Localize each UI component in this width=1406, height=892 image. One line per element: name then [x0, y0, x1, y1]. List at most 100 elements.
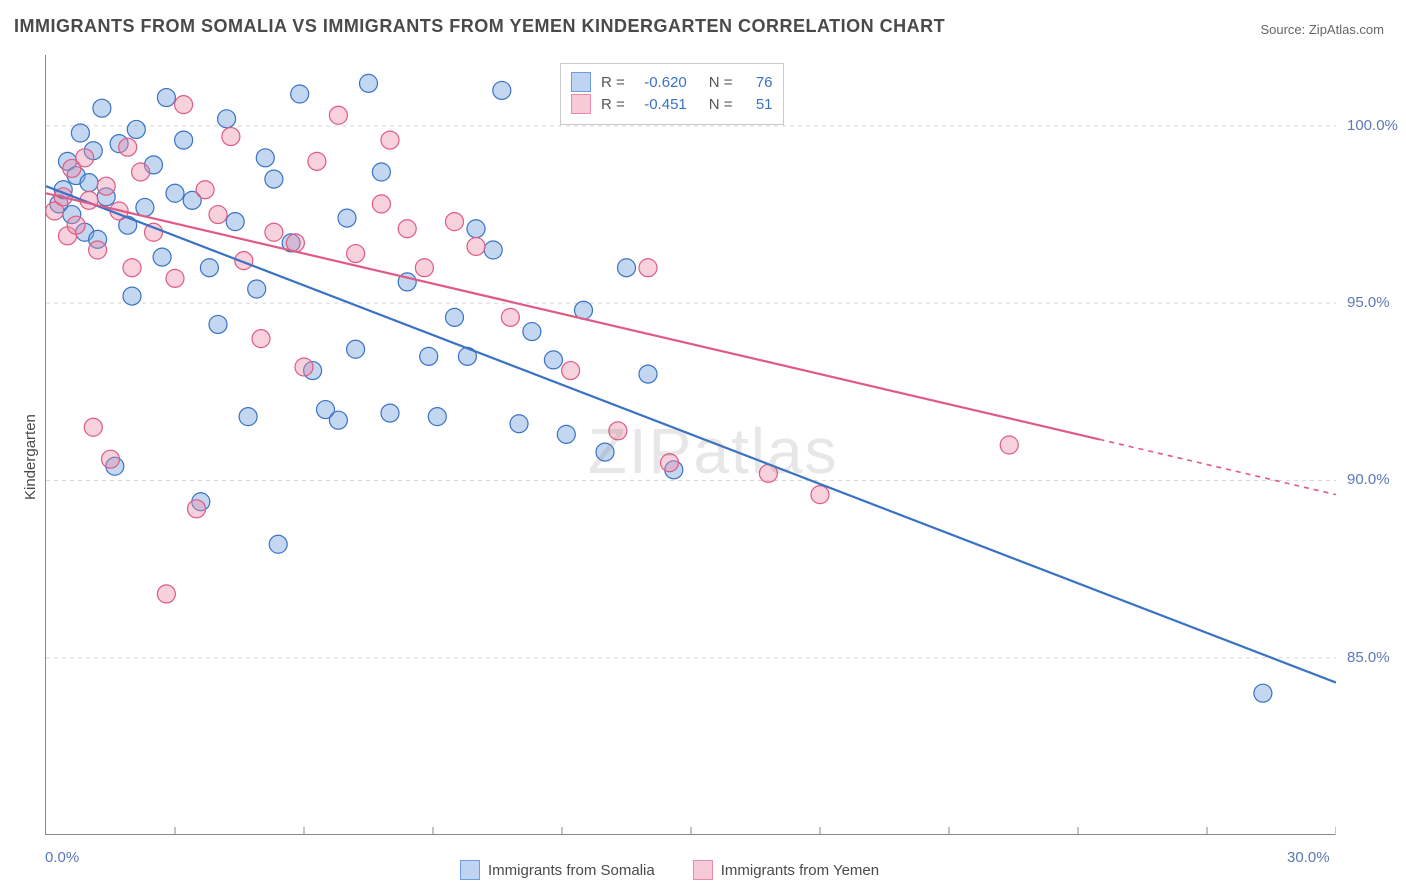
- data-point-yemen: [76, 149, 94, 167]
- data-point-yemen: [89, 241, 107, 259]
- data-point-somalia: [239, 408, 257, 426]
- data-point-yemen: [446, 213, 464, 231]
- data-point-yemen: [123, 259, 141, 277]
- legend-N-label: N =: [709, 74, 733, 91]
- data-point-yemen: [166, 269, 184, 287]
- data-point-yemen: [175, 96, 193, 114]
- source-link[interactable]: ZipAtlas.com: [1309, 22, 1384, 37]
- data-point-somalia: [256, 149, 274, 167]
- regression-line-yemen: [46, 193, 1100, 439]
- x-axis-tick-label: 0.0%: [45, 849, 79, 866]
- data-point-somalia: [200, 259, 218, 277]
- data-point-yemen: [381, 131, 399, 149]
- y-axis-tick-label: 90.0%: [1347, 471, 1390, 488]
- data-point-somalia: [71, 124, 89, 142]
- data-point-somalia: [484, 241, 502, 259]
- legend-stats-swatch-yemen: [571, 94, 591, 114]
- chart-title: IMMIGRANTS FROM SOMALIA VS IMMIGRANTS FR…: [14, 16, 945, 37]
- data-point-yemen: [132, 163, 150, 181]
- data-point-somalia: [338, 209, 356, 227]
- legend-swatch-yemen: [693, 860, 713, 880]
- data-point-yemen: [119, 138, 137, 156]
- data-point-yemen: [562, 362, 580, 380]
- legend-R-label: R =: [601, 96, 625, 113]
- data-point-somalia: [80, 174, 98, 192]
- data-point-somalia: [269, 535, 287, 553]
- y-axis-tick-label: 100.0%: [1347, 117, 1398, 134]
- data-point-somalia: [544, 351, 562, 369]
- legend-item-yemen[interactable]: Immigrants from Yemen: [693, 860, 879, 880]
- legend-item-somalia[interactable]: Immigrants from Somalia: [460, 860, 655, 880]
- data-point-somalia: [209, 315, 227, 333]
- data-point-yemen: [97, 177, 115, 195]
- data-point-somalia: [372, 163, 390, 181]
- data-point-somalia: [523, 323, 541, 341]
- data-point-somalia: [510, 415, 528, 433]
- data-point-yemen: [415, 259, 433, 277]
- data-point-somalia: [446, 308, 464, 326]
- data-point-yemen: [209, 206, 227, 224]
- legend-stats-box: R = -0.620 N = 76 R = -0.451 N = 51: [560, 63, 784, 125]
- data-point-yemen: [811, 486, 829, 504]
- data-point-somalia: [347, 340, 365, 358]
- data-point-somalia: [596, 443, 614, 461]
- data-point-yemen: [196, 181, 214, 199]
- data-point-somalia: [493, 81, 511, 99]
- legend-N-label: N =: [709, 96, 733, 113]
- legend-N-value-somalia: 76: [743, 74, 773, 91]
- chart-container: IMMIGRANTS FROM SOMALIA VS IMMIGRANTS FR…: [0, 0, 1406, 892]
- legend-label-somalia: Immigrants from Somalia: [488, 862, 655, 879]
- legend-N-value-yemen: 51: [743, 96, 773, 113]
- data-point-somalia: [265, 170, 283, 188]
- data-point-yemen: [467, 237, 485, 255]
- source-prefix: Source:: [1260, 22, 1308, 37]
- data-point-somalia: [360, 74, 378, 92]
- data-point-yemen: [222, 128, 240, 146]
- data-point-yemen: [639, 259, 657, 277]
- legend-swatch-somalia: [460, 860, 480, 880]
- legend-R-value-somalia: -0.620: [635, 74, 687, 91]
- x-axis-tick-label: 30.0%: [1287, 849, 1330, 866]
- data-point-somalia: [291, 85, 309, 103]
- data-point-yemen: [1000, 436, 1018, 454]
- data-point-somalia: [381, 404, 399, 422]
- legend-label-yemen: Immigrants from Yemen: [721, 862, 879, 879]
- data-point-somalia: [420, 347, 438, 365]
- data-point-yemen: [295, 358, 313, 376]
- data-point-yemen: [398, 220, 416, 238]
- data-point-somalia: [153, 248, 171, 266]
- data-point-yemen: [252, 330, 270, 348]
- data-point-somalia: [639, 365, 657, 383]
- data-point-yemen: [329, 106, 347, 124]
- data-point-yemen: [372, 195, 390, 213]
- data-point-somalia: [166, 184, 184, 202]
- legend-R-label: R =: [601, 74, 625, 91]
- data-point-somalia: [93, 99, 111, 117]
- regression-line-somalia: [46, 186, 1336, 682]
- data-point-somalia: [248, 280, 266, 298]
- y-axis-tick-label: 95.0%: [1347, 294, 1390, 311]
- regression-line-dashed-yemen: [1100, 439, 1337, 494]
- data-point-yemen: [265, 223, 283, 241]
- data-point-yemen: [84, 418, 102, 436]
- data-point-somalia: [329, 411, 347, 429]
- data-point-somalia: [618, 259, 636, 277]
- legend-R-value-yemen: -0.451: [635, 96, 687, 113]
- data-point-yemen: [609, 422, 627, 440]
- data-point-yemen: [188, 500, 206, 518]
- legend-bottom: Immigrants from Somalia Immigrants from Y…: [460, 860, 879, 880]
- y-axis-tick-label: 85.0%: [1347, 649, 1390, 666]
- data-point-yemen: [347, 245, 365, 263]
- data-point-somalia: [127, 120, 145, 138]
- data-point-yemen: [157, 585, 175, 603]
- data-point-somalia: [175, 131, 193, 149]
- y-axis-label: Kindergarten: [22, 414, 39, 500]
- data-point-somalia: [136, 198, 154, 216]
- data-point-yemen: [308, 152, 326, 170]
- data-point-somalia: [467, 220, 485, 238]
- data-point-somalia: [428, 408, 446, 426]
- data-point-somalia: [157, 89, 175, 107]
- legend-stats-row-yemen: R = -0.451 N = 51: [571, 94, 773, 114]
- legend-stats-row-somalia: R = -0.620 N = 76: [571, 72, 773, 92]
- data-point-somalia: [226, 213, 244, 231]
